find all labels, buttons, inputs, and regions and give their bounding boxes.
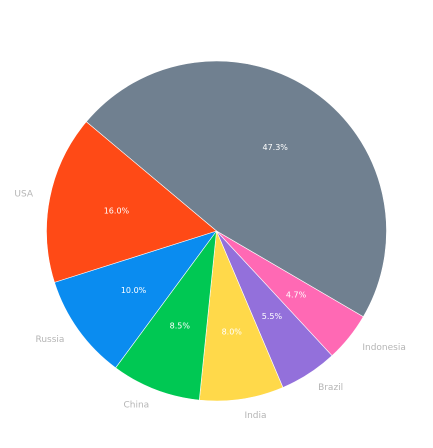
percent-labels-layer: 47.3% 4.7% 5.5% 8.0% 8.5% 10.0% 16.0%	[104, 143, 307, 336]
category-label-indonesia: Indonesia	[362, 343, 406, 353]
pie-slice-china	[115, 230, 217, 401]
pie-slice-usa	[46, 121, 217, 283]
category-label-brazil: Brazil	[318, 383, 343, 393]
percent-label-brazil: 5.5%	[262, 312, 283, 321]
percent-label-other: 47.3%	[262, 143, 288, 152]
category-label-russia: Russia	[35, 335, 64, 345]
category-labels-layer: Indonesia Brazil India China Russia USA	[14, 190, 405, 421]
percent-label-indonesia: 4.7%	[286, 290, 307, 299]
percent-label-usa: 16.0%	[104, 207, 130, 216]
percent-label-russia: 10.0%	[121, 286, 147, 295]
pie-slice-russia	[54, 230, 217, 369]
percent-label-china: 8.5%	[170, 322, 191, 331]
percent-label-india: 8.0%	[222, 327, 243, 336]
slices-layer	[46, 60, 387, 402]
category-label-india: India	[244, 411, 266, 421]
pie-slice-other	[85, 60, 387, 318]
category-label-china: China	[123, 400, 149, 410]
category-label-usa: USA	[14, 190, 33, 200]
